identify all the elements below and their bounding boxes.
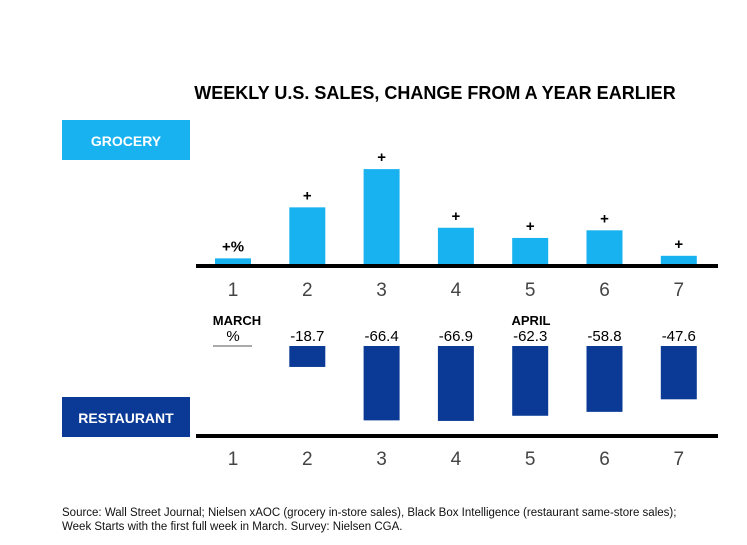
grocery-label-week-7: + (674, 236, 683, 253)
grocery-tick-week-5: 5 (525, 280, 536, 301)
restaurant-tick-week-6: 6 (599, 449, 610, 470)
grocery-bar-week-2 (289, 207, 326, 266)
grocery-label-week-4: + (452, 208, 461, 225)
restaurant-bar-week-4 (437, 346, 474, 421)
restaurant-bar-week-3 (363, 346, 400, 421)
restaurant-bar-week-2 (289, 346, 326, 367)
restaurant-tick-week-7: 7 (674, 449, 685, 470)
restaurant-label-week-7: -47.6 (662, 328, 696, 345)
restaurant-bar-week-5 (512, 346, 549, 416)
grocery-bar-week-4 (437, 227, 474, 266)
restaurant-label-week-3: -66.4 (364, 328, 398, 345)
source-line-2: Week Starts with the first full week in … (62, 521, 403, 533)
restaurant-week-ticks: 1 2 3 4 5 6 7 (228, 449, 684, 470)
month-label-march: MARCH (213, 313, 261, 328)
chart-title: WEEKLY U.S. SALES, CHANGE FROM A YEAR EA… (194, 83, 675, 103)
restaurant-legend-label: RESTAURANT (78, 410, 174, 426)
grocery-week-ticks: 1 2 3 4 5 6 7 (228, 280, 684, 301)
restaurant-tick-week-1: 1 (228, 449, 239, 470)
grocery-tick-week-1: 1 (228, 280, 239, 301)
grocery-bar-week-5 (512, 237, 549, 266)
restaurant-bars: % -18.7 -66.4 -66.9 -62.3 -58.8 -47.6 (226, 328, 697, 421)
grocery-label-week-1: +% (222, 238, 244, 255)
restaurant-tick-week-3: 3 (376, 449, 387, 470)
restaurant-label-week-5: -62.3 (513, 328, 547, 345)
grocery-label-week-2: + (303, 187, 312, 204)
source-line-1: Source: Wall Street Journal; Nielsen xAO… (62, 507, 677, 519)
grocery-label-week-5: + (526, 218, 535, 235)
grocery-legend-badge (62, 120, 190, 160)
grocery-bar-week-1 (215, 258, 251, 266)
restaurant-bar-week-7 (660, 346, 697, 400)
grocery-label-week-3: + (377, 149, 386, 166)
restaurant-tick-week-2: 2 (302, 449, 313, 470)
restaurant-tick-week-4: 4 (451, 449, 462, 470)
restaurant-bar-week-6 (586, 346, 623, 412)
source-note: Source: Wall Street Journal; Nielsen xAO… (62, 506, 742, 534)
restaurant-label-week-2: -18.7 (290, 328, 324, 345)
grocery-legend-label: GROCERY (91, 133, 162, 149)
grocery-tick-week-7: 7 (674, 280, 685, 301)
restaurant-label-week-4: -66.9 (439, 328, 473, 345)
grocery-tick-week-3: 3 (376, 280, 387, 301)
restaurant-label-week-6: -58.8 (587, 328, 621, 345)
grocery-bar-week-3 (363, 169, 400, 266)
restaurant-label-week-1: % (226, 328, 239, 345)
grocery-tick-week-2: 2 (302, 280, 313, 301)
grocery-bar-week-6 (586, 230, 623, 266)
restaurant-legend-badge (62, 397, 190, 437)
grocery-bars: +% + + + + + + (215, 149, 697, 266)
restaurant-tick-week-5: 5 (525, 449, 536, 470)
grocery-bar-week-7 (660, 255, 697, 266)
grocery-label-week-6: + (600, 210, 609, 227)
grocery-tick-week-6: 6 (599, 280, 610, 301)
grocery-tick-week-4: 4 (451, 280, 462, 301)
month-label-april: APRIL (512, 313, 551, 328)
